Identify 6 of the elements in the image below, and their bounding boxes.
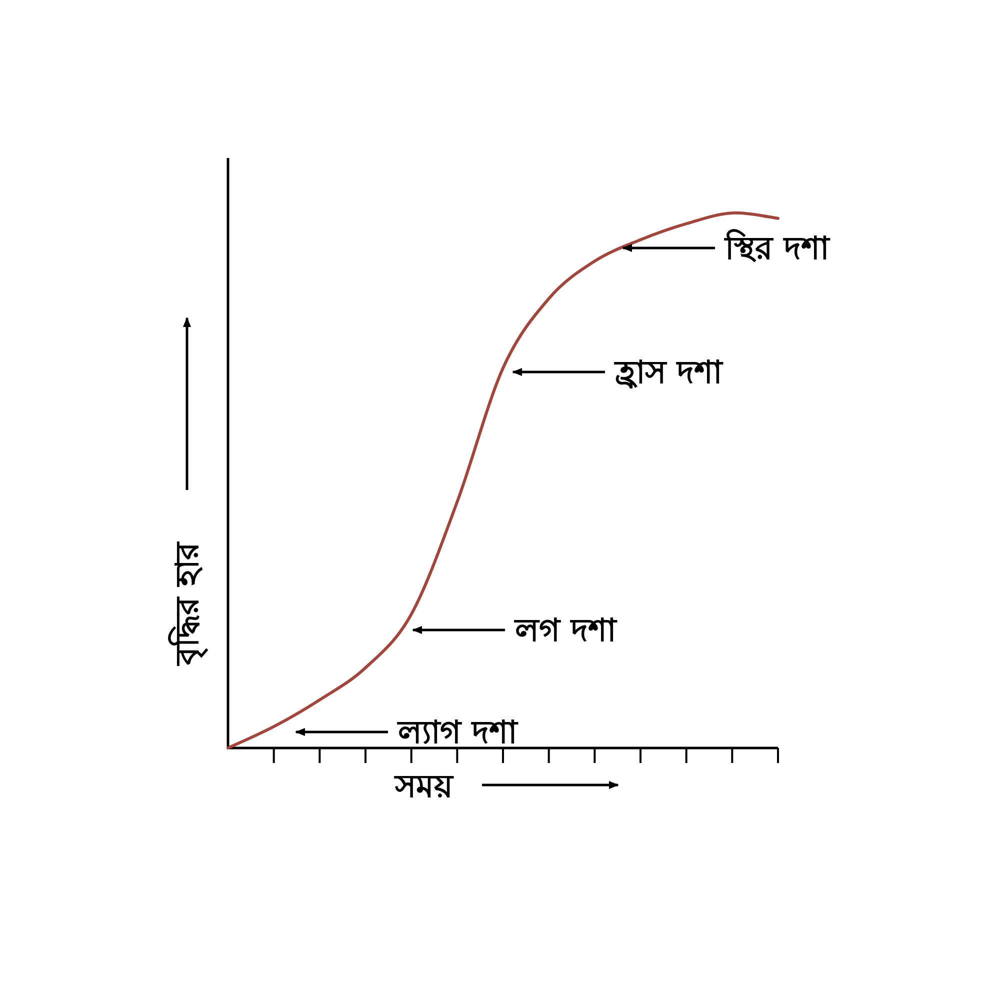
x-axis-title: সময় <box>394 767 454 805</box>
y-axis-title: বৃদ্ধির হার <box>167 540 208 666</box>
annotation: স্থির দশা <box>724 228 832 267</box>
annotation: লগ দশা <box>514 611 618 649</box>
annotation: ল্যাগ দশা <box>397 713 520 751</box>
annotation: হ্রাস দশা <box>614 353 724 391</box>
